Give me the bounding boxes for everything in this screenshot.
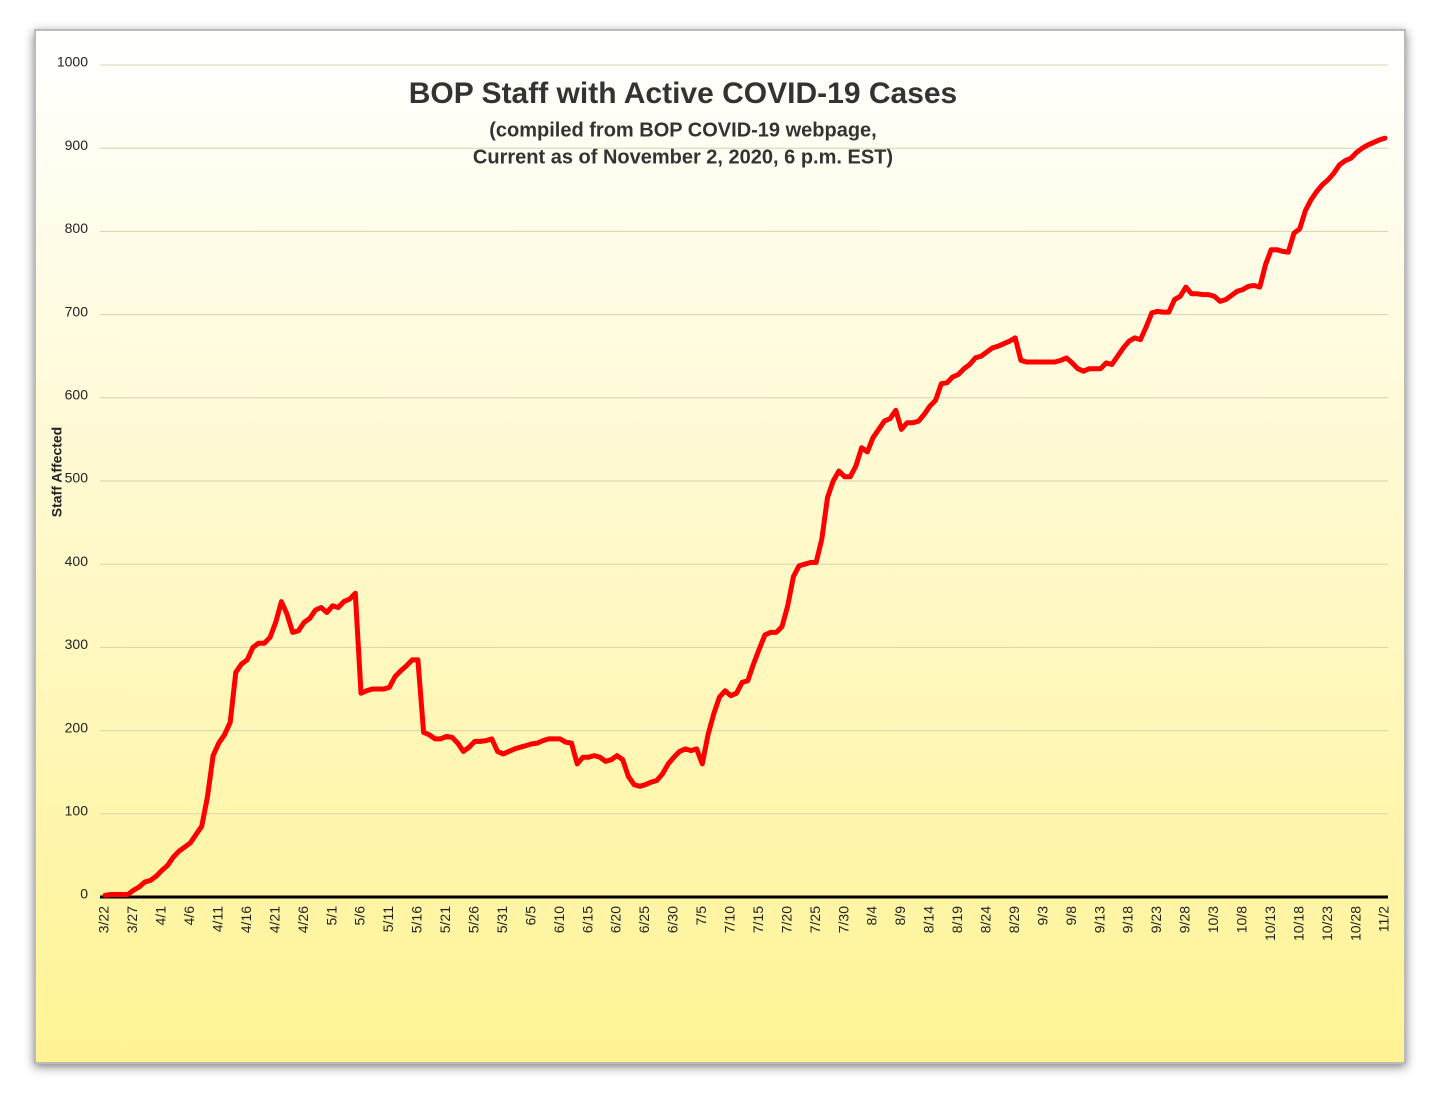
x-tick-label: 3/27 bbox=[124, 906, 140, 933]
x-tick-label: 4/11 bbox=[209, 906, 225, 932]
x-tick-label: 4/6 bbox=[181, 906, 197, 926]
chart-panel bbox=[34, 29, 1406, 1064]
x-tick-label: 6/25 bbox=[636, 906, 652, 933]
x-tick-label: 4/1 bbox=[153, 906, 169, 926]
x-tick-label: 9/13 bbox=[1091, 906, 1107, 933]
y-tick-label: 400 bbox=[65, 553, 89, 569]
x-tick-label: 7/20 bbox=[778, 906, 794, 933]
x-tick-label: 8/9 bbox=[892, 906, 908, 926]
x-tick-label: 11/2 bbox=[1376, 906, 1392, 932]
x-tick-label: 10/18 bbox=[1290, 906, 1306, 941]
data-line bbox=[102, 135, 1388, 898]
x-tick-label: 9/8 bbox=[1063, 906, 1079, 926]
x-tick-label: 7/10 bbox=[721, 906, 737, 933]
x-tick-label: 10/3 bbox=[1205, 906, 1221, 933]
x-tick-label: 5/6 bbox=[352, 906, 368, 926]
chart-subtitle: Current as of November 2, 2020, 6 p.m. E… bbox=[473, 146, 893, 168]
x-tick-label: 6/30 bbox=[665, 906, 681, 933]
x-tick-label: 7/15 bbox=[750, 906, 766, 933]
x-tick-label: 10/8 bbox=[1233, 906, 1249, 933]
x-tick-label: 3/22 bbox=[96, 906, 112, 933]
x-tick-label: 6/20 bbox=[608, 906, 624, 933]
x-tick-label: 5/21 bbox=[437, 906, 453, 933]
x-tick-label: 5/26 bbox=[465, 906, 481, 933]
x-tick-label: 8/19 bbox=[949, 906, 965, 933]
x-tick-label: 5/1 bbox=[323, 906, 339, 926]
y-tick-label: 900 bbox=[65, 137, 89, 153]
x-tick-label: 10/23 bbox=[1319, 906, 1335, 941]
x-tick-label: 10/13 bbox=[1262, 906, 1278, 941]
x-tick-label: 8/29 bbox=[1006, 906, 1022, 933]
x-tick-label: 7/25 bbox=[807, 906, 823, 933]
chart-title: BOP Staff with Active COVID-19 Cases bbox=[409, 77, 958, 110]
x-tick-label: 7/5 bbox=[693, 906, 709, 926]
x-tick-label: 8/24 bbox=[977, 906, 993, 933]
x-tick-label: 4/21 bbox=[266, 906, 282, 933]
y-tick-label: 1000 bbox=[57, 54, 88, 70]
y-tick-label: 500 bbox=[65, 470, 89, 486]
y-tick-label: 800 bbox=[65, 220, 89, 236]
x-tick-label: 9/28 bbox=[1177, 906, 1193, 933]
y-axis-label: Staff Affected bbox=[49, 427, 65, 518]
x-tick-label: 5/16 bbox=[409, 906, 425, 933]
x-tick-label: 6/15 bbox=[579, 906, 595, 933]
y-tick-label: 300 bbox=[65, 636, 89, 652]
x-tick-label: 6/10 bbox=[551, 906, 567, 933]
chart-subtitle: (compiled from BOP COVID-19 webpage, bbox=[489, 119, 876, 141]
y-tick-label: 100 bbox=[65, 803, 89, 819]
x-tick-label: 5/31 bbox=[494, 906, 510, 933]
y-tick-label: 200 bbox=[65, 719, 89, 735]
y-tick-label: 700 bbox=[65, 303, 89, 319]
y-tick-label: 600 bbox=[65, 387, 89, 403]
x-tick-label: 9/23 bbox=[1148, 906, 1164, 933]
x-tick-label: 5/11 bbox=[380, 906, 396, 932]
y-tick-label: 0 bbox=[80, 886, 88, 902]
x-tick-label: 8/14 bbox=[921, 906, 937, 933]
x-tick-label: 4/16 bbox=[238, 906, 254, 933]
x-tick-label: 9/3 bbox=[1034, 906, 1050, 926]
x-tick-label: 6/5 bbox=[522, 906, 538, 926]
x-tick-label: 9/18 bbox=[1120, 906, 1136, 933]
x-tick-label: 7/30 bbox=[835, 906, 851, 933]
x-tick-label: 4/26 bbox=[295, 906, 311, 933]
x-tick-label: 10/28 bbox=[1347, 906, 1363, 941]
x-tick-label: 8/4 bbox=[864, 906, 880, 926]
